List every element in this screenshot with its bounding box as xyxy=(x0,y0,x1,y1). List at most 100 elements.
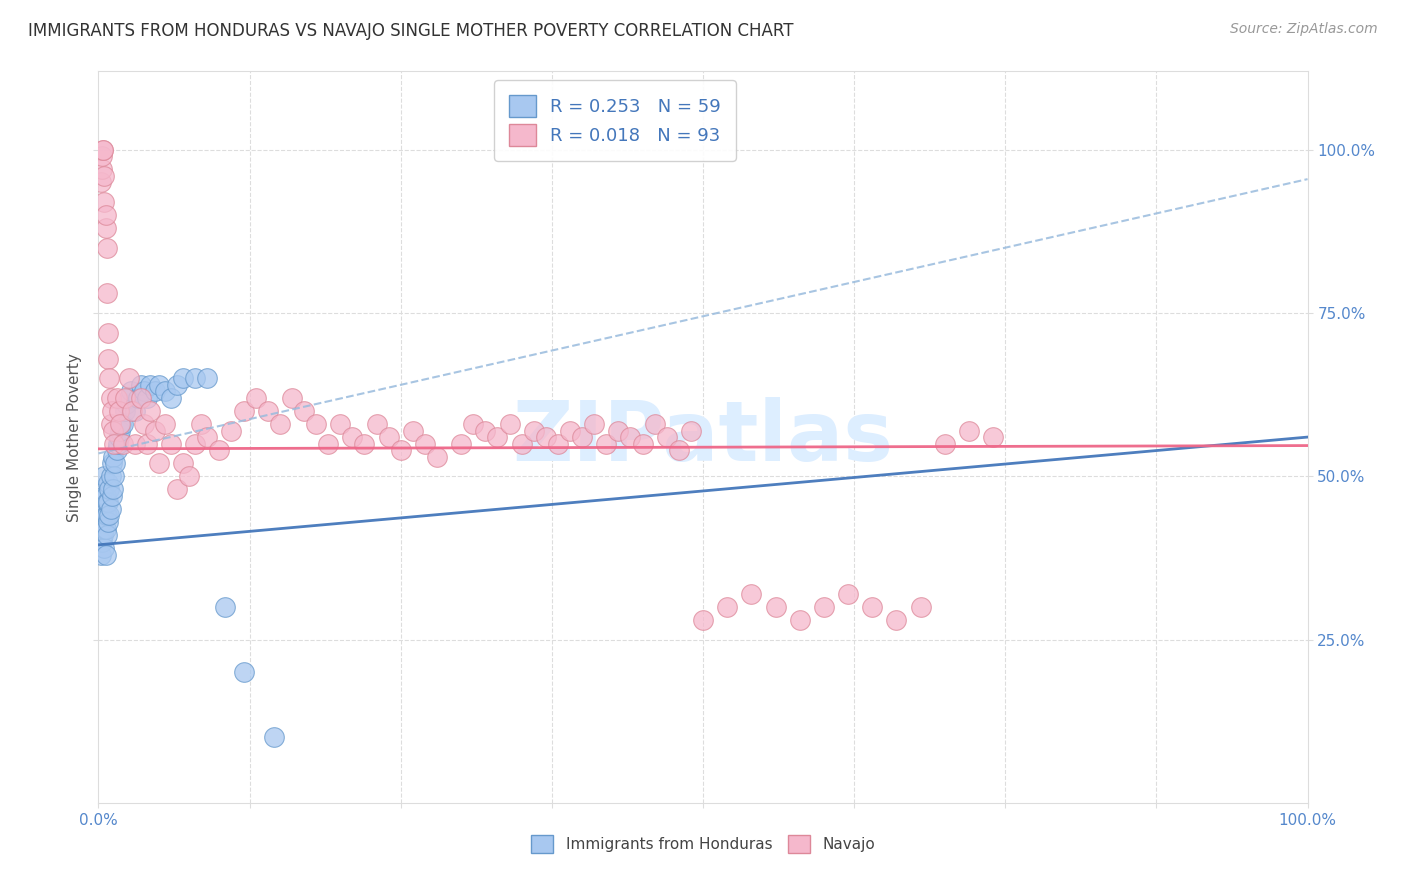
Point xyxy=(366,417,388,431)
Point xyxy=(342,430,364,444)
Point xyxy=(160,436,183,450)
Point xyxy=(292,404,315,418)
Point xyxy=(655,430,678,444)
Point xyxy=(93,521,115,535)
Point xyxy=(118,391,141,405)
Point xyxy=(498,417,520,431)
Point xyxy=(426,450,449,464)
Point xyxy=(124,404,146,418)
Point xyxy=(153,384,176,399)
Point xyxy=(172,371,194,385)
Point xyxy=(256,404,278,418)
Point xyxy=(93,541,115,555)
Point xyxy=(631,436,654,450)
Point xyxy=(214,599,236,614)
Point xyxy=(91,483,114,497)
Point xyxy=(139,377,162,392)
Point xyxy=(97,326,120,340)
Point xyxy=(108,417,131,431)
Point xyxy=(100,469,122,483)
Point xyxy=(583,417,606,431)
Point xyxy=(153,417,176,431)
Point xyxy=(305,417,328,431)
Point xyxy=(644,417,666,431)
Point xyxy=(120,384,142,399)
Point xyxy=(329,417,352,431)
Point xyxy=(93,194,115,209)
Point xyxy=(148,456,170,470)
Point xyxy=(93,489,115,503)
Point xyxy=(184,436,207,450)
Point xyxy=(96,528,118,542)
Point xyxy=(94,208,117,222)
Point xyxy=(232,404,254,418)
Point xyxy=(107,436,129,450)
Point xyxy=(91,495,114,509)
Point xyxy=(166,483,188,497)
Point xyxy=(269,417,291,431)
Point xyxy=(129,391,152,405)
Point xyxy=(96,508,118,523)
Point xyxy=(93,469,115,483)
Point xyxy=(94,521,117,535)
Point xyxy=(97,475,120,490)
Point xyxy=(105,391,128,405)
Point xyxy=(353,436,375,450)
Point xyxy=(179,469,201,483)
Point xyxy=(208,443,231,458)
Point xyxy=(148,377,170,392)
Point xyxy=(474,424,496,438)
Point xyxy=(486,430,509,444)
Point xyxy=(108,404,131,418)
Point xyxy=(100,391,122,405)
Y-axis label: Single Mother Poverty: Single Mother Poverty xyxy=(67,352,83,522)
Point xyxy=(100,489,122,503)
Point xyxy=(668,443,690,458)
Point xyxy=(195,371,218,385)
Point xyxy=(118,371,141,385)
Point xyxy=(101,450,124,464)
Point xyxy=(139,404,162,418)
Point xyxy=(101,424,124,438)
Point xyxy=(789,613,811,627)
Point xyxy=(124,436,146,450)
Point xyxy=(886,613,908,627)
Point xyxy=(510,436,533,450)
Point xyxy=(607,424,630,438)
Point xyxy=(281,391,304,405)
Point xyxy=(90,548,112,562)
Point xyxy=(108,424,131,438)
Point xyxy=(91,162,114,177)
Point xyxy=(679,424,702,438)
Point xyxy=(389,443,412,458)
Point xyxy=(413,436,436,450)
Point xyxy=(111,417,134,431)
Point xyxy=(716,599,738,614)
Point xyxy=(104,456,127,470)
Point xyxy=(245,391,267,405)
Point xyxy=(96,495,118,509)
Point xyxy=(463,417,485,431)
Point xyxy=(115,397,138,411)
Point xyxy=(96,241,118,255)
Point xyxy=(101,483,124,497)
Point xyxy=(692,613,714,627)
Point xyxy=(135,436,157,450)
Point xyxy=(91,515,114,529)
Point xyxy=(91,528,114,542)
Legend: Immigrants from Honduras, Navajo: Immigrants from Honduras, Navajo xyxy=(523,827,883,861)
Point xyxy=(316,436,339,450)
Point xyxy=(981,430,1004,444)
Point xyxy=(103,469,125,483)
Point xyxy=(837,587,859,601)
Point xyxy=(93,502,115,516)
Point xyxy=(134,417,156,431)
Point xyxy=(143,384,166,399)
Point xyxy=(100,456,122,470)
Point xyxy=(121,404,143,418)
Point xyxy=(97,351,120,366)
Point xyxy=(184,371,207,385)
Point xyxy=(129,377,152,392)
Point xyxy=(98,371,121,385)
Point xyxy=(934,436,956,450)
